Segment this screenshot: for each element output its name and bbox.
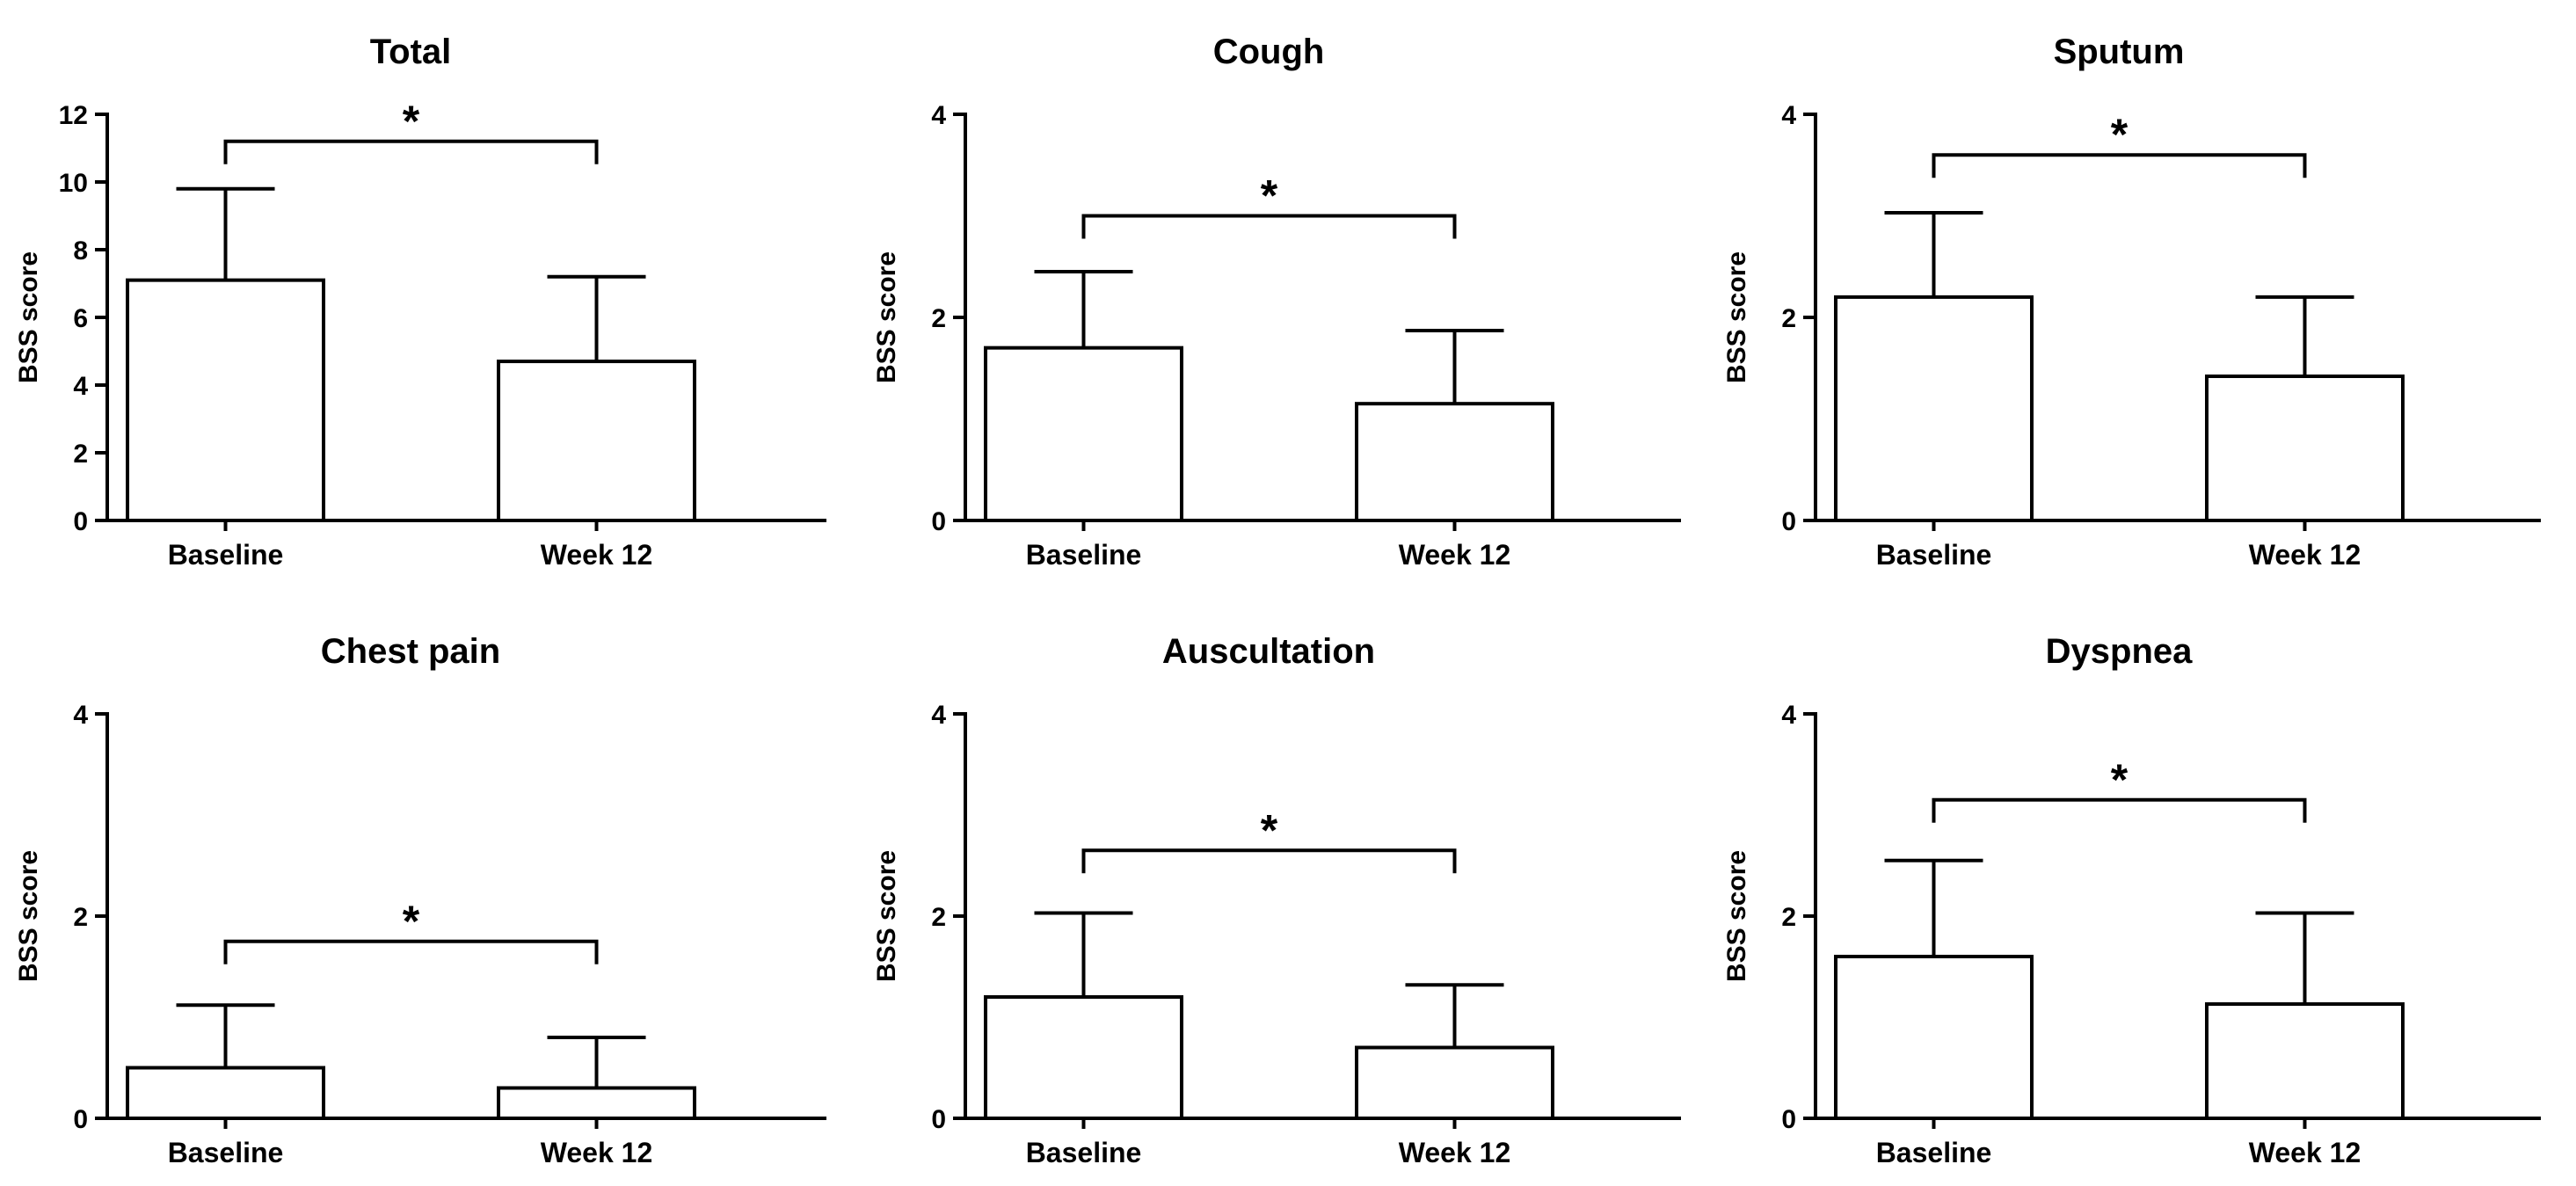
y-tick-label: 0: [73, 507, 88, 536]
x-tick-label: Baseline: [1876, 1137, 1992, 1168]
chart-panel: Total BSS score 0 2 4 6 8 10 12 Baseline Week 12 *: [14, 33, 826, 571]
y-tick-label: 0: [1781, 507, 1796, 536]
chart-panel: Auscultation BSS score 0 2 4 Baseline Week 12 *: [872, 632, 1681, 1168]
y-axis-label: BSS score: [14, 251, 43, 383]
y-axis-label: BSS score: [1722, 850, 1751, 982]
x-tick-label: Week 12: [541, 539, 653, 571]
significance-bracket: [223, 939, 599, 964]
y-tick-label: 6: [73, 304, 88, 333]
bar: [1355, 1045, 1554, 1120]
chart-title: Sputum: [2054, 33, 2185, 71]
significance-marker: *: [403, 897, 420, 946]
chart-title: Dyspnea: [2046, 632, 2193, 671]
y-tick-label: 2: [931, 903, 946, 932]
y-tick-label: 4: [931, 101, 946, 130]
significance-bracket: [1081, 848, 1457, 874]
y-tick-label: 2: [1781, 903, 1796, 932]
significance-marker: *: [403, 97, 420, 146]
y-tick-label: 2: [73, 440, 88, 469]
chart-panel: Sputum BSS score 0 2 4 Baseline Week 12 *: [1722, 33, 2541, 571]
x-tick-label: Baseline: [1876, 539, 1992, 571]
bar: [984, 995, 1183, 1120]
significance-bracket: [1932, 797, 2307, 823]
y-tick-label: 0: [73, 1105, 88, 1134]
x-tick-label: Baseline: [168, 539, 284, 571]
y-tick-label: 0: [931, 1105, 946, 1134]
significance-bracket: [223, 139, 599, 164]
x-tick-label: Week 12: [541, 1137, 653, 1168]
x-tick-label: Week 12: [1399, 539, 1511, 571]
chart-panel: Cough BSS score 0 2 4 Baseline Week 12 *: [872, 33, 1681, 571]
y-tick-label: 2: [1781, 304, 1796, 333]
significance-marker: *: [2111, 755, 2128, 804]
y-tick-label: 4: [1781, 701, 1796, 730]
x-tick-label: Week 12: [2249, 539, 2361, 571]
x-tick-label: Week 12: [2249, 1137, 2361, 1168]
y-tick-label: 4: [1781, 101, 1796, 130]
chart-panel: Dyspnea BSS score 0 2 4 Baseline Week 12 *: [1722, 632, 2541, 1168]
y-tick-label: 4: [931, 701, 946, 730]
bar: [2205, 1002, 2405, 1121]
bar: [2205, 374, 2405, 522]
bar: [126, 278, 325, 522]
chart-panel: Chest pain BSS score 0 2 4 Baseline Week 12 *: [14, 632, 826, 1168]
chart-title: Chest pain: [321, 632, 500, 671]
bar: [126, 1066, 325, 1120]
bar: [1355, 402, 1554, 522]
significance-bracket: [1932, 153, 2307, 178]
significance-bracket: [1081, 214, 1457, 239]
chart-title: Cough: [1213, 33, 1325, 71]
y-tick-label: 4: [73, 372, 88, 401]
y-axis-label: BSS score: [872, 850, 901, 982]
y-tick-label: 0: [931, 507, 946, 536]
x-tick-label: Baseline: [168, 1137, 284, 1168]
y-tick-label: 10: [59, 169, 88, 198]
y-axis-label: BSS score: [14, 850, 43, 982]
x-tick-label: Week 12: [1399, 1137, 1511, 1168]
y-tick-label: 2: [73, 903, 88, 932]
x-tick-label: Baseline: [1026, 1137, 1142, 1168]
significance-marker: *: [2111, 110, 2128, 159]
chart-title: Auscultation: [1162, 632, 1375, 671]
chart-title: Total: [370, 33, 452, 71]
significance-marker: *: [1261, 805, 1278, 855]
bar: [1834, 295, 2034, 522]
bar: [497, 1086, 696, 1120]
y-tick-label: 0: [1781, 1105, 1796, 1134]
y-tick-label: 4: [73, 701, 88, 730]
y-tick-label: 2: [931, 304, 946, 333]
y-axis-label: BSS score: [1722, 251, 1751, 383]
bar: [497, 360, 696, 522]
x-tick-label: Baseline: [1026, 539, 1142, 571]
bar: [984, 346, 1183, 522]
y-tick-label: 8: [73, 236, 88, 266]
bar: [1834, 955, 2034, 1120]
y-axis-label: BSS score: [872, 251, 901, 383]
significance-marker: *: [1261, 171, 1278, 221]
y-tick-label: 12: [59, 101, 88, 130]
